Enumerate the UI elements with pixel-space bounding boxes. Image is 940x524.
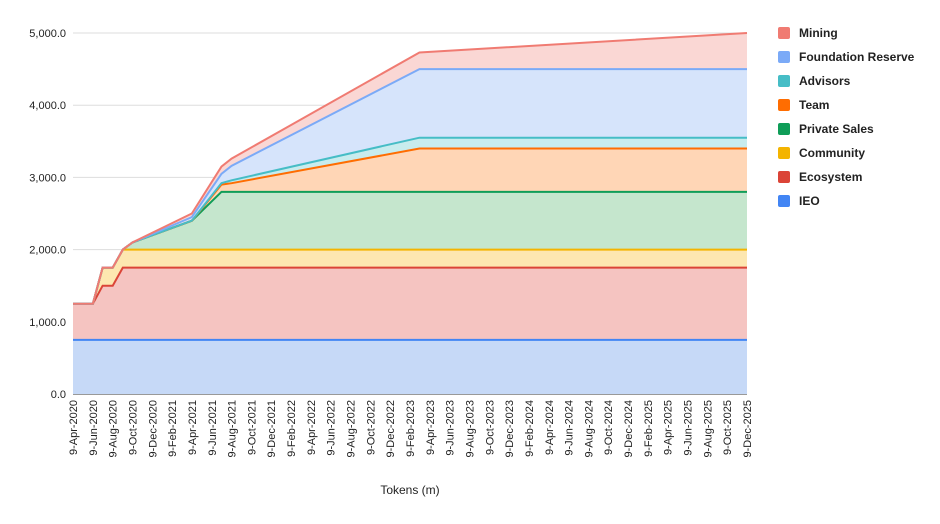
x-tick-label: 9-Jun-2020 xyxy=(88,400,100,456)
legend-label-mining: Mining xyxy=(799,26,838,40)
area-mining xyxy=(73,33,747,304)
y-tick-label: 0.0 xyxy=(51,389,66,401)
x-tick-label: 9-Apr-2020 xyxy=(68,400,80,455)
y-tick-label: 1,000.0 xyxy=(29,317,66,329)
x-tick-label: 9-Feb-2022 xyxy=(286,400,298,457)
x-tick-label: 9-Feb-2025 xyxy=(643,400,655,457)
x-tick-label: 9-Jun-2024 xyxy=(564,400,576,456)
legend-label-community: Community xyxy=(799,146,865,160)
legend-label-advisors: Advisors xyxy=(799,74,851,88)
x-tick-label: 9-Aug-2022 xyxy=(346,400,358,458)
area-ieo xyxy=(73,339,747,394)
x-tick-label: 9-Jun-2025 xyxy=(683,400,695,456)
x-tick-label: 9-Apr-2024 xyxy=(544,400,556,455)
legend-label-team: Team xyxy=(799,98,829,112)
legend-label-foundation-reserve: Foundation Reserve xyxy=(799,50,915,64)
x-tick-label: 9-Jun-2023 xyxy=(445,400,457,456)
y-tick-label: 5,000.0 xyxy=(29,28,66,40)
area-team xyxy=(73,148,747,304)
legend-swatch-private-sales xyxy=(778,123,790,135)
x-tick-label: 9-Oct-2022 xyxy=(365,400,377,455)
x-tick-label: 9-Oct-2024 xyxy=(603,400,615,455)
x-tick-label: 9-Oct-2025 xyxy=(722,400,734,455)
x-tick-label: 9-Dec-2024 xyxy=(623,400,635,457)
x-tick-label: 9-Apr-2021 xyxy=(187,400,199,455)
x-tick-label: 9-Feb-2021 xyxy=(167,400,179,457)
y-axis: 0.0 1,000.0 2,000.0 3,000.0 4,000.0 5,000.0 xyxy=(29,28,66,401)
x-tick-label: 9-Dec-2020 xyxy=(147,400,159,457)
x-tick-label: 9-Apr-2022 xyxy=(306,400,318,455)
line-mining xyxy=(73,32,748,305)
x-tick-label: 9-Dec-2023 xyxy=(504,400,516,457)
area-advisors xyxy=(73,137,747,304)
x-tick-label: 9-Aug-2020 xyxy=(108,400,120,458)
x-axis: 9-Apr-2020 9-Jun-2020 9-Aug-2020 9-Oct-2020… xyxy=(68,400,754,458)
x-tick-label: 9-Oct-2023 xyxy=(484,400,496,455)
x-tick-label: 9-Apr-2023 xyxy=(425,400,437,455)
legend-label-private-sales: Private Sales xyxy=(799,122,874,136)
x-tick-label: 9-Aug-2021 xyxy=(227,400,239,458)
y-tick-label: 4,000.0 xyxy=(29,100,66,112)
x-tick-label: 9-Oct-2021 xyxy=(246,400,258,455)
legend-swatch-team xyxy=(778,99,790,111)
x-tick-label: 9-Jun-2021 xyxy=(207,400,219,456)
x-tick-label: 9-Dec-2021 xyxy=(266,400,278,457)
legend-label-ecosystem: Ecosystem xyxy=(799,170,862,184)
legend-swatch-advisors xyxy=(778,75,790,87)
legend-label-ieo: IEO xyxy=(799,194,820,208)
legend: Mining Foundation Reserve Advisors Team Priv… xyxy=(778,26,915,208)
area-private-sales xyxy=(73,191,747,304)
x-tick-label: 9-Dec-2025 xyxy=(742,400,754,457)
series-lines xyxy=(73,32,748,341)
legend-swatch-foundation-reserve xyxy=(778,51,790,63)
x-tick-label: 9-Aug-2023 xyxy=(464,400,476,458)
legend-swatch-community xyxy=(778,147,790,159)
area-ecosystem xyxy=(73,267,747,340)
x-tick-label: 9-Apr-2025 xyxy=(663,400,675,455)
x-tick-label: 9-Aug-2024 xyxy=(583,400,595,458)
x-axis-title: Tokens (m) xyxy=(380,483,439,497)
x-tick-label: 9-Aug-2025 xyxy=(702,400,714,458)
y-tick-label: 2,000.0 xyxy=(29,245,66,257)
x-tick-label: 9-Feb-2024 xyxy=(524,400,536,457)
x-tick-label: 9-Dec-2022 xyxy=(385,400,397,457)
x-tick-label: 9-Feb-2023 xyxy=(405,400,417,457)
series-areas xyxy=(73,33,747,394)
legend-swatch-mining xyxy=(778,27,790,39)
legend-swatch-ieo xyxy=(778,195,790,207)
area-foundation-reserve xyxy=(73,69,747,304)
y-tick-label: 3,000.0 xyxy=(29,172,66,184)
legend-swatch-ecosystem xyxy=(778,171,790,183)
x-tick-label: 9-Jun-2022 xyxy=(326,400,338,456)
x-tick-label: 9-Oct-2020 xyxy=(127,400,139,455)
area-community xyxy=(73,249,747,304)
